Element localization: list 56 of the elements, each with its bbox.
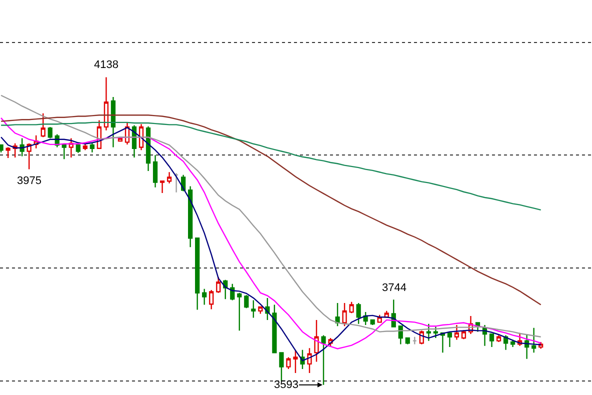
- candlestick: [62, 142, 66, 160]
- candlestick: [524, 333, 530, 360]
- candlestick: [489, 333, 494, 348]
- candlestick: [209, 289, 214, 310]
- candlestick: [496, 334, 502, 343]
- candlestick: [26, 142, 32, 170]
- candlestick: [82, 142, 88, 151]
- candlestick: [40, 112, 46, 138]
- candlestick: [132, 124, 137, 158]
- candlestick: [405, 337, 410, 345]
- candlestick: [356, 302, 361, 324]
- candlestick: [335, 302, 340, 327]
- candlestick: [138, 124, 144, 151]
- candlestick: [251, 300, 256, 318]
- candlestick: [188, 186, 193, 248]
- candlestick: [258, 306, 263, 314]
- candlestick: [272, 304, 277, 354]
- candlestick: [244, 294, 249, 309]
- candlestick: [68, 138, 74, 158]
- candlestick: [237, 292, 242, 332]
- candlestick: [174, 172, 179, 194]
- candlestick: [76, 142, 80, 154]
- annotation: 3744: [382, 282, 406, 294]
- candlestick: [104, 76, 109, 131]
- candlestick: [503, 334, 508, 350]
- candlestick: [461, 330, 466, 340]
- candlestick: [48, 126, 52, 139]
- candlestick: [307, 348, 312, 374]
- candlestick: [321, 334, 326, 386]
- candlestick: [454, 324, 460, 340]
- candlestick: [90, 142, 94, 153]
- candlestick: [370, 319, 375, 326]
- candlestick: [216, 276, 221, 294]
- candlestick: [447, 331, 452, 348]
- candlestick: [195, 238, 200, 310]
- candlestick: [532, 327, 536, 354]
- candlestick: [152, 154, 158, 188]
- candlestick: [412, 336, 417, 345]
- candlestick: [510, 339, 516, 348]
- candlestick: [433, 326, 438, 339]
- candlestick: [110, 96, 116, 148]
- candlestick: [202, 288, 207, 306]
- candlestick: [349, 301, 354, 314]
- candlestick: [286, 356, 291, 370]
- candlestick: [166, 172, 172, 184]
- annotation: 3975: [17, 175, 42, 187]
- candlestick: [426, 323, 431, 342]
- annotation: 3593: [274, 379, 298, 391]
- candlestick: [279, 352, 284, 382]
- annotation: 4138: [94, 59, 118, 71]
- candlestick: [314, 319, 319, 362]
- candlestick: [146, 126, 151, 172]
- candlestick: [293, 349, 298, 374]
- candlestick: [342, 302, 347, 327]
- candlestick: [160, 180, 165, 194]
- candlestick: [6, 146, 10, 159]
